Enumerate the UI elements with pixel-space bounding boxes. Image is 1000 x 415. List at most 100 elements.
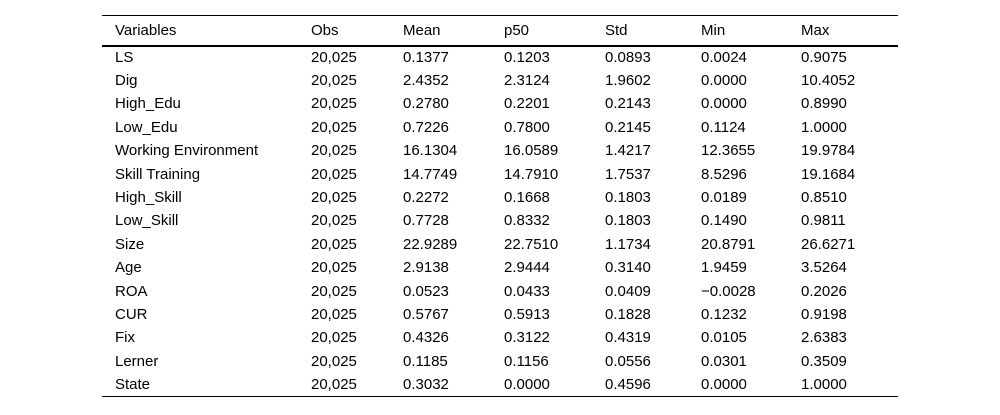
- value-cell: 0.7226: [403, 118, 449, 136]
- value-cell: 0.7800: [504, 118, 550, 136]
- value-cell: 20,025: [311, 49, 357, 67]
- value-cell: 20,025: [311, 282, 357, 300]
- column-header: Max: [801, 21, 830, 39]
- value-cell: 0.0000: [504, 375, 550, 393]
- value-cell: 26.6271: [801, 235, 856, 253]
- variable-name-cell: High_Skill: [115, 189, 182, 207]
- value-cell: 1.7537: [605, 165, 651, 183]
- value-cell: 0.0893: [605, 49, 651, 67]
- table-row: Fix 20,025 0.4326 0.3122 0.4319 0.0105 2.6383: [102, 326, 898, 349]
- value-cell: 20.8791: [701, 235, 756, 253]
- variable-name-cell: Working Environment: [115, 142, 259, 160]
- value-cell: 16.1304: [403, 142, 458, 160]
- value-cell: 0.2143: [605, 95, 651, 113]
- column-header: Std: [605, 21, 628, 39]
- value-cell: 0.3122: [504, 329, 550, 347]
- value-cell: 12.3655: [701, 142, 756, 160]
- variable-name-cell: Dig: [115, 72, 138, 90]
- value-cell: 0.2272: [403, 189, 449, 207]
- variable-name-cell: State: [115, 375, 151, 393]
- summary-statistics-table-container: Variables Obs Mean p50 Std Min Max LS 20,025 0.1…: [102, 15, 898, 397]
- value-cell: 0.1828: [605, 305, 651, 323]
- value-cell: 0.0556: [605, 352, 651, 370]
- value-cell: 0.0024: [701, 49, 747, 67]
- value-cell: 3.5264: [801, 259, 847, 277]
- table-row: State 20,025 0.3032 0.0000 0.4596 0.0000 1.000…: [102, 373, 898, 396]
- value-cell: 14.7749: [403, 165, 458, 183]
- column-header: Variables: [115, 21, 177, 39]
- value-cell: 16.0589: [504, 142, 559, 160]
- value-cell: 1.9459: [701, 259, 747, 277]
- value-cell: 0.0433: [504, 282, 550, 300]
- value-cell: 0.0000: [701, 72, 747, 90]
- table-row: LS 20,025 0.1377 0.1203 0.0893 0.0024 0.9075: [102, 46, 898, 69]
- value-cell: 20,025: [311, 352, 357, 370]
- value-cell: 0.2145: [605, 118, 651, 136]
- value-cell: 22.7510: [504, 235, 559, 253]
- value-cell: 0.4319: [605, 329, 651, 347]
- variable-name-cell: Size: [115, 235, 145, 253]
- value-cell: 20,025: [311, 329, 357, 347]
- table-header-row: Variables Obs Mean p50 Std Min Max: [102, 16, 898, 46]
- variable-name-cell: Low_Edu: [115, 118, 178, 136]
- value-cell: 0.8332: [504, 212, 550, 230]
- value-cell: 0.3509: [801, 352, 847, 370]
- value-cell: 20,025: [311, 305, 357, 323]
- value-cell: 2.3124: [504, 72, 550, 90]
- value-cell: 14.7910: [504, 165, 559, 183]
- value-cell: 0.8990: [801, 95, 847, 113]
- value-cell: 0.1803: [605, 189, 651, 207]
- value-cell: 8.5296: [701, 165, 747, 183]
- table-row: Age 20,025 2.9138 2.9444 0.3140 1.9459 3.5264: [102, 256, 898, 279]
- table-row: Working Environment 20,025 16.1304 16.0589 1…: [102, 139, 898, 162]
- value-cell: 0.0523: [403, 282, 449, 300]
- value-cell: 1.0000: [801, 118, 847, 136]
- table-row: High_Edu 20,025 0.2780 0.2201 0.2143 0.0000 0.…: [102, 92, 898, 115]
- value-cell: 20,025: [311, 165, 357, 183]
- column-header: Min: [701, 21, 726, 39]
- column-header: Obs: [311, 21, 339, 39]
- value-cell: 0.3140: [605, 259, 651, 277]
- value-cell: 0.5913: [504, 305, 550, 323]
- value-cell: 20,025: [311, 375, 357, 393]
- value-cell: 0.0301: [701, 352, 747, 370]
- value-cell: 0.0000: [701, 95, 747, 113]
- value-cell: 0.1203: [504, 49, 550, 67]
- value-cell: 19.1684: [801, 165, 856, 183]
- table-row: Size 20,025 22.9289 22.7510 1.1734 20.8791 26.…: [102, 233, 898, 256]
- value-cell: 0.8510: [801, 189, 847, 207]
- value-cell: 2.4352: [403, 72, 449, 90]
- column-header: Mean: [403, 21, 441, 39]
- variable-name-cell: Fix: [115, 329, 135, 347]
- value-cell: 1.1734: [605, 235, 651, 253]
- value-cell: 0.0000: [701, 375, 747, 393]
- variable-name-cell: ROA: [115, 282, 148, 300]
- value-cell: 0.7728: [403, 212, 449, 230]
- value-cell: 0.1377: [403, 49, 449, 67]
- variable-name-cell: CUR: [115, 305, 148, 323]
- variable-name-cell: Low_Skill: [115, 212, 179, 230]
- value-cell: 20,025: [311, 235, 357, 253]
- table-row: High_Skill 20,025 0.2272 0.1668 0.1803 0.0189…: [102, 186, 898, 209]
- value-cell: 1.4217: [605, 142, 651, 160]
- variable-name-cell: Lerner: [115, 352, 159, 370]
- value-cell: 0.1156: [504, 352, 549, 370]
- value-cell: 0.1490: [701, 212, 747, 230]
- variable-name-cell: High_Edu: [115, 95, 181, 113]
- value-cell: 1.0000: [801, 375, 847, 393]
- table-row: Lerner 20,025 0.1185 0.1156 0.0556 0.0301 0.35…: [102, 350, 898, 373]
- value-cell: 20,025: [311, 142, 357, 160]
- table-row: Low_Skill 20,025 0.7728 0.8332 0.1803 0.1490 0…: [102, 209, 898, 232]
- value-cell: −0.0028: [701, 282, 756, 300]
- value-cell: 0.1232: [701, 305, 747, 323]
- value-cell: 0.5767: [403, 305, 449, 323]
- value-cell: 0.2026: [801, 282, 847, 300]
- table-row: ROA 20,025 0.0523 0.0433 0.0409 −0.0028 0.2026: [102, 279, 898, 302]
- value-cell: 0.0409: [605, 282, 651, 300]
- summary-statistics-table: Variables Obs Mean p50 Std Min Max LS 20,025 0.1…: [102, 15, 898, 397]
- value-cell: 0.4326: [403, 329, 449, 347]
- table-row: Low_Edu 20,025 0.7226 0.7800 0.2145 0.1124 1.0…: [102, 116, 898, 139]
- value-cell: 20,025: [311, 72, 357, 90]
- table-row: Dig 20,025 2.4352 2.3124 1.9602 0.0000 10.4052: [102, 69, 898, 92]
- value-cell: 0.4596: [605, 375, 651, 393]
